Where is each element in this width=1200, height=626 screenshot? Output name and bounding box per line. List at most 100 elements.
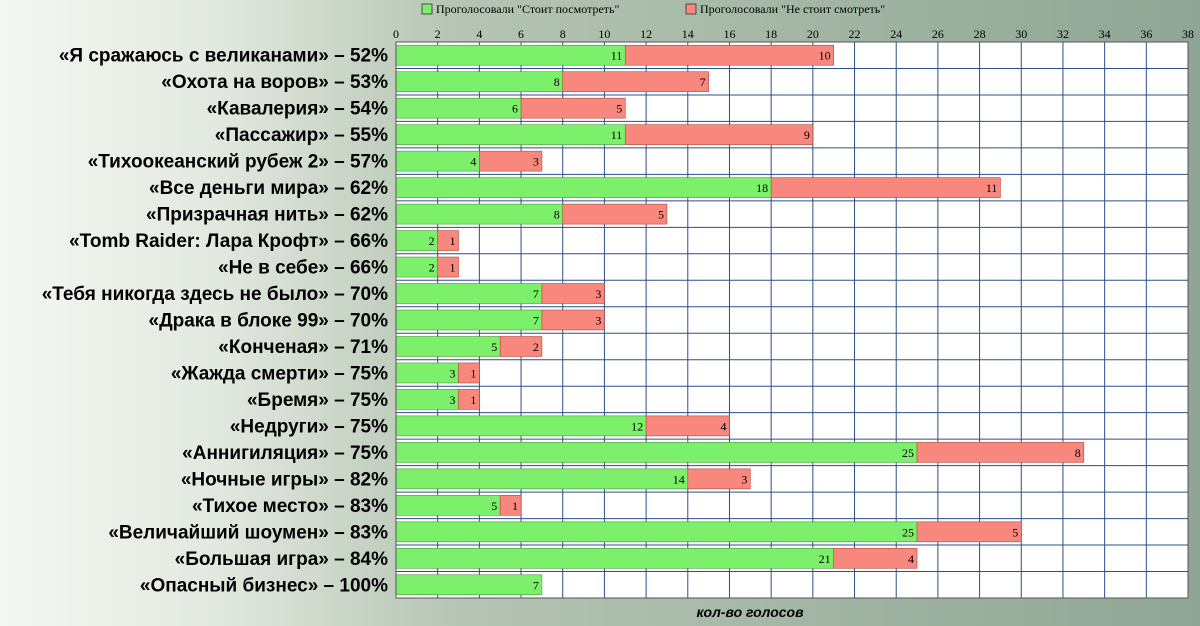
legend-swatch-negative	[685, 3, 697, 15]
bar-positive	[395, 309, 543, 331]
category-label: «Ночные игры» – 82%	[181, 469, 388, 490]
bar-negative-value-label: 2	[533, 340, 539, 354]
x-tick-label: 10	[598, 27, 610, 41]
bar-negative	[624, 44, 834, 66]
bar-negative	[520, 97, 626, 119]
category-label: «Охота на воров» – 53%	[161, 72, 388, 93]
bar-negative-value-label: 3	[595, 314, 601, 328]
bar-positive	[395, 336, 501, 357]
bar-negative-value-label: 1	[450, 261, 456, 275]
x-tick-label: 24	[890, 27, 902, 41]
legend-label-negative: Проголосовали "Не стоит смотреть"	[700, 2, 885, 16]
x-tick-label: 22	[849, 27, 861, 41]
category-label: «Большая игра» – 84%	[175, 549, 388, 570]
x-tick-label: 30	[1015, 27, 1027, 41]
bar-positive-value-label: 25	[902, 446, 914, 460]
x-tick-label: 12	[640, 27, 652, 41]
bar-negative	[458, 362, 480, 384]
bar-positive-value-label: 12	[631, 419, 643, 433]
category-label: «Tomb Raider: Лара Крофт» – 66%	[69, 231, 388, 252]
x-tick-label: 20	[807, 27, 819, 41]
bar-positive	[395, 415, 647, 437]
bar-negative-value-label: 4	[908, 552, 914, 566]
x-tick-label: 6	[518, 27, 524, 41]
x-tick-label: 8	[560, 27, 566, 41]
bar-positive-value-label: 5	[491, 340, 497, 354]
bar-negative	[645, 415, 730, 437]
category-label: «Тихоокеанский рубеж 2» – 57%	[88, 152, 388, 173]
legend-swatch-positive	[421, 3, 433, 15]
x-tick-label: 14	[682, 27, 694, 41]
bar-positive-value-label: 6	[512, 102, 518, 116]
bar-positive-value-label: 8	[554, 208, 560, 222]
bar-negative	[916, 521, 1022, 543]
x-tick-label: 34	[1099, 27, 1111, 41]
bar-positive	[395, 150, 480, 172]
bar-positive-value-label: 5	[491, 499, 497, 513]
bar-positive	[395, 547, 834, 569]
x-tick-label: 4	[476, 27, 482, 41]
bar-positive	[395, 97, 522, 119]
category-label: «Тихое место» – 83%	[192, 496, 388, 517]
bar-positive	[395, 442, 918, 463]
x-tick-label: 2	[435, 27, 441, 41]
category-label: «Все деньги мира» – 62%	[149, 178, 388, 199]
bar-negative-value-label: 1	[512, 499, 518, 513]
bar-negative	[458, 389, 480, 410]
bar-negative-value-label: 5	[658, 208, 664, 222]
x-tick-label: 0	[393, 27, 399, 41]
bar-negative	[916, 442, 1085, 463]
category-label: «Я сражаюсь с великанами» – 52%	[59, 46, 388, 67]
bar-positive-value-label: 2	[429, 261, 435, 275]
bar-negative	[833, 547, 918, 569]
x-tick-label: 18	[765, 27, 777, 41]
category-label: «Тебя никогда здесь не было» – 70%	[42, 284, 388, 305]
category-label: «Опасный бизнес» – 100%	[140, 575, 388, 596]
bar-negative-value-label: 5	[616, 102, 622, 116]
category-label: «Величайший шоумен» – 83%	[108, 522, 388, 543]
bar-positive-value-label: 14	[673, 472, 685, 486]
bar-positive	[395, 203, 564, 225]
bar-positive-value-label: 3	[450, 393, 456, 407]
legend-label-positive: Проголосовали "Стоит посмотреть"	[436, 2, 620, 16]
plot-border	[395, 41, 1189, 599]
x-tick-label: 38	[1182, 27, 1194, 41]
bar-negative	[499, 495, 522, 516]
bar-negative	[437, 256, 459, 278]
x-axis-title: кол-во голосов	[696, 604, 804, 620]
bar-positive-value-label: 11	[611, 49, 623, 63]
bar-positive-value-label: 8	[554, 75, 560, 89]
bar-positive	[395, 71, 564, 93]
bar-negative-value-label: 11	[986, 181, 998, 195]
bar-positive-value-label: 11	[611, 128, 623, 142]
bar-negative	[499, 336, 543, 357]
x-tick-label: 36	[1140, 27, 1152, 41]
bar-negative-value-label: 4	[720, 419, 726, 433]
bar-negative	[687, 468, 751, 490]
x-tick-label: 32	[1057, 27, 1069, 41]
category-label: «Драка в блоке 99» – 70%	[149, 311, 389, 332]
bar-negative	[562, 203, 668, 225]
bar-negative-value-label: 7	[700, 75, 706, 89]
x-tick-label: 26	[932, 27, 944, 41]
x-tick-label: 16	[723, 27, 735, 41]
category-label: «Кавалерия» – 54%	[207, 99, 389, 120]
bar-positive	[395, 495, 501, 516]
bar-positive-value-label: 4	[470, 155, 476, 169]
category-label: «Недруги» – 75%	[230, 416, 388, 437]
bar-positive	[395, 468, 689, 490]
bar-positive-value-label: 21	[819, 552, 831, 566]
bar-negative-value-label: 9	[804, 128, 810, 142]
bar-negative-value-label: 1	[450, 234, 456, 248]
bar-positive	[395, 574, 543, 596]
bar-negative	[541, 283, 605, 304]
bar-negative-value-label: 10	[819, 49, 831, 63]
bar-negative	[437, 230, 459, 251]
bar-positive-value-label: 7	[533, 314, 539, 328]
bar-positive	[395, 521, 918, 543]
bar-positive-value-label: 25	[902, 525, 914, 539]
bar-positive	[395, 177, 772, 198]
bar-positive-value-label: 2	[429, 234, 435, 248]
